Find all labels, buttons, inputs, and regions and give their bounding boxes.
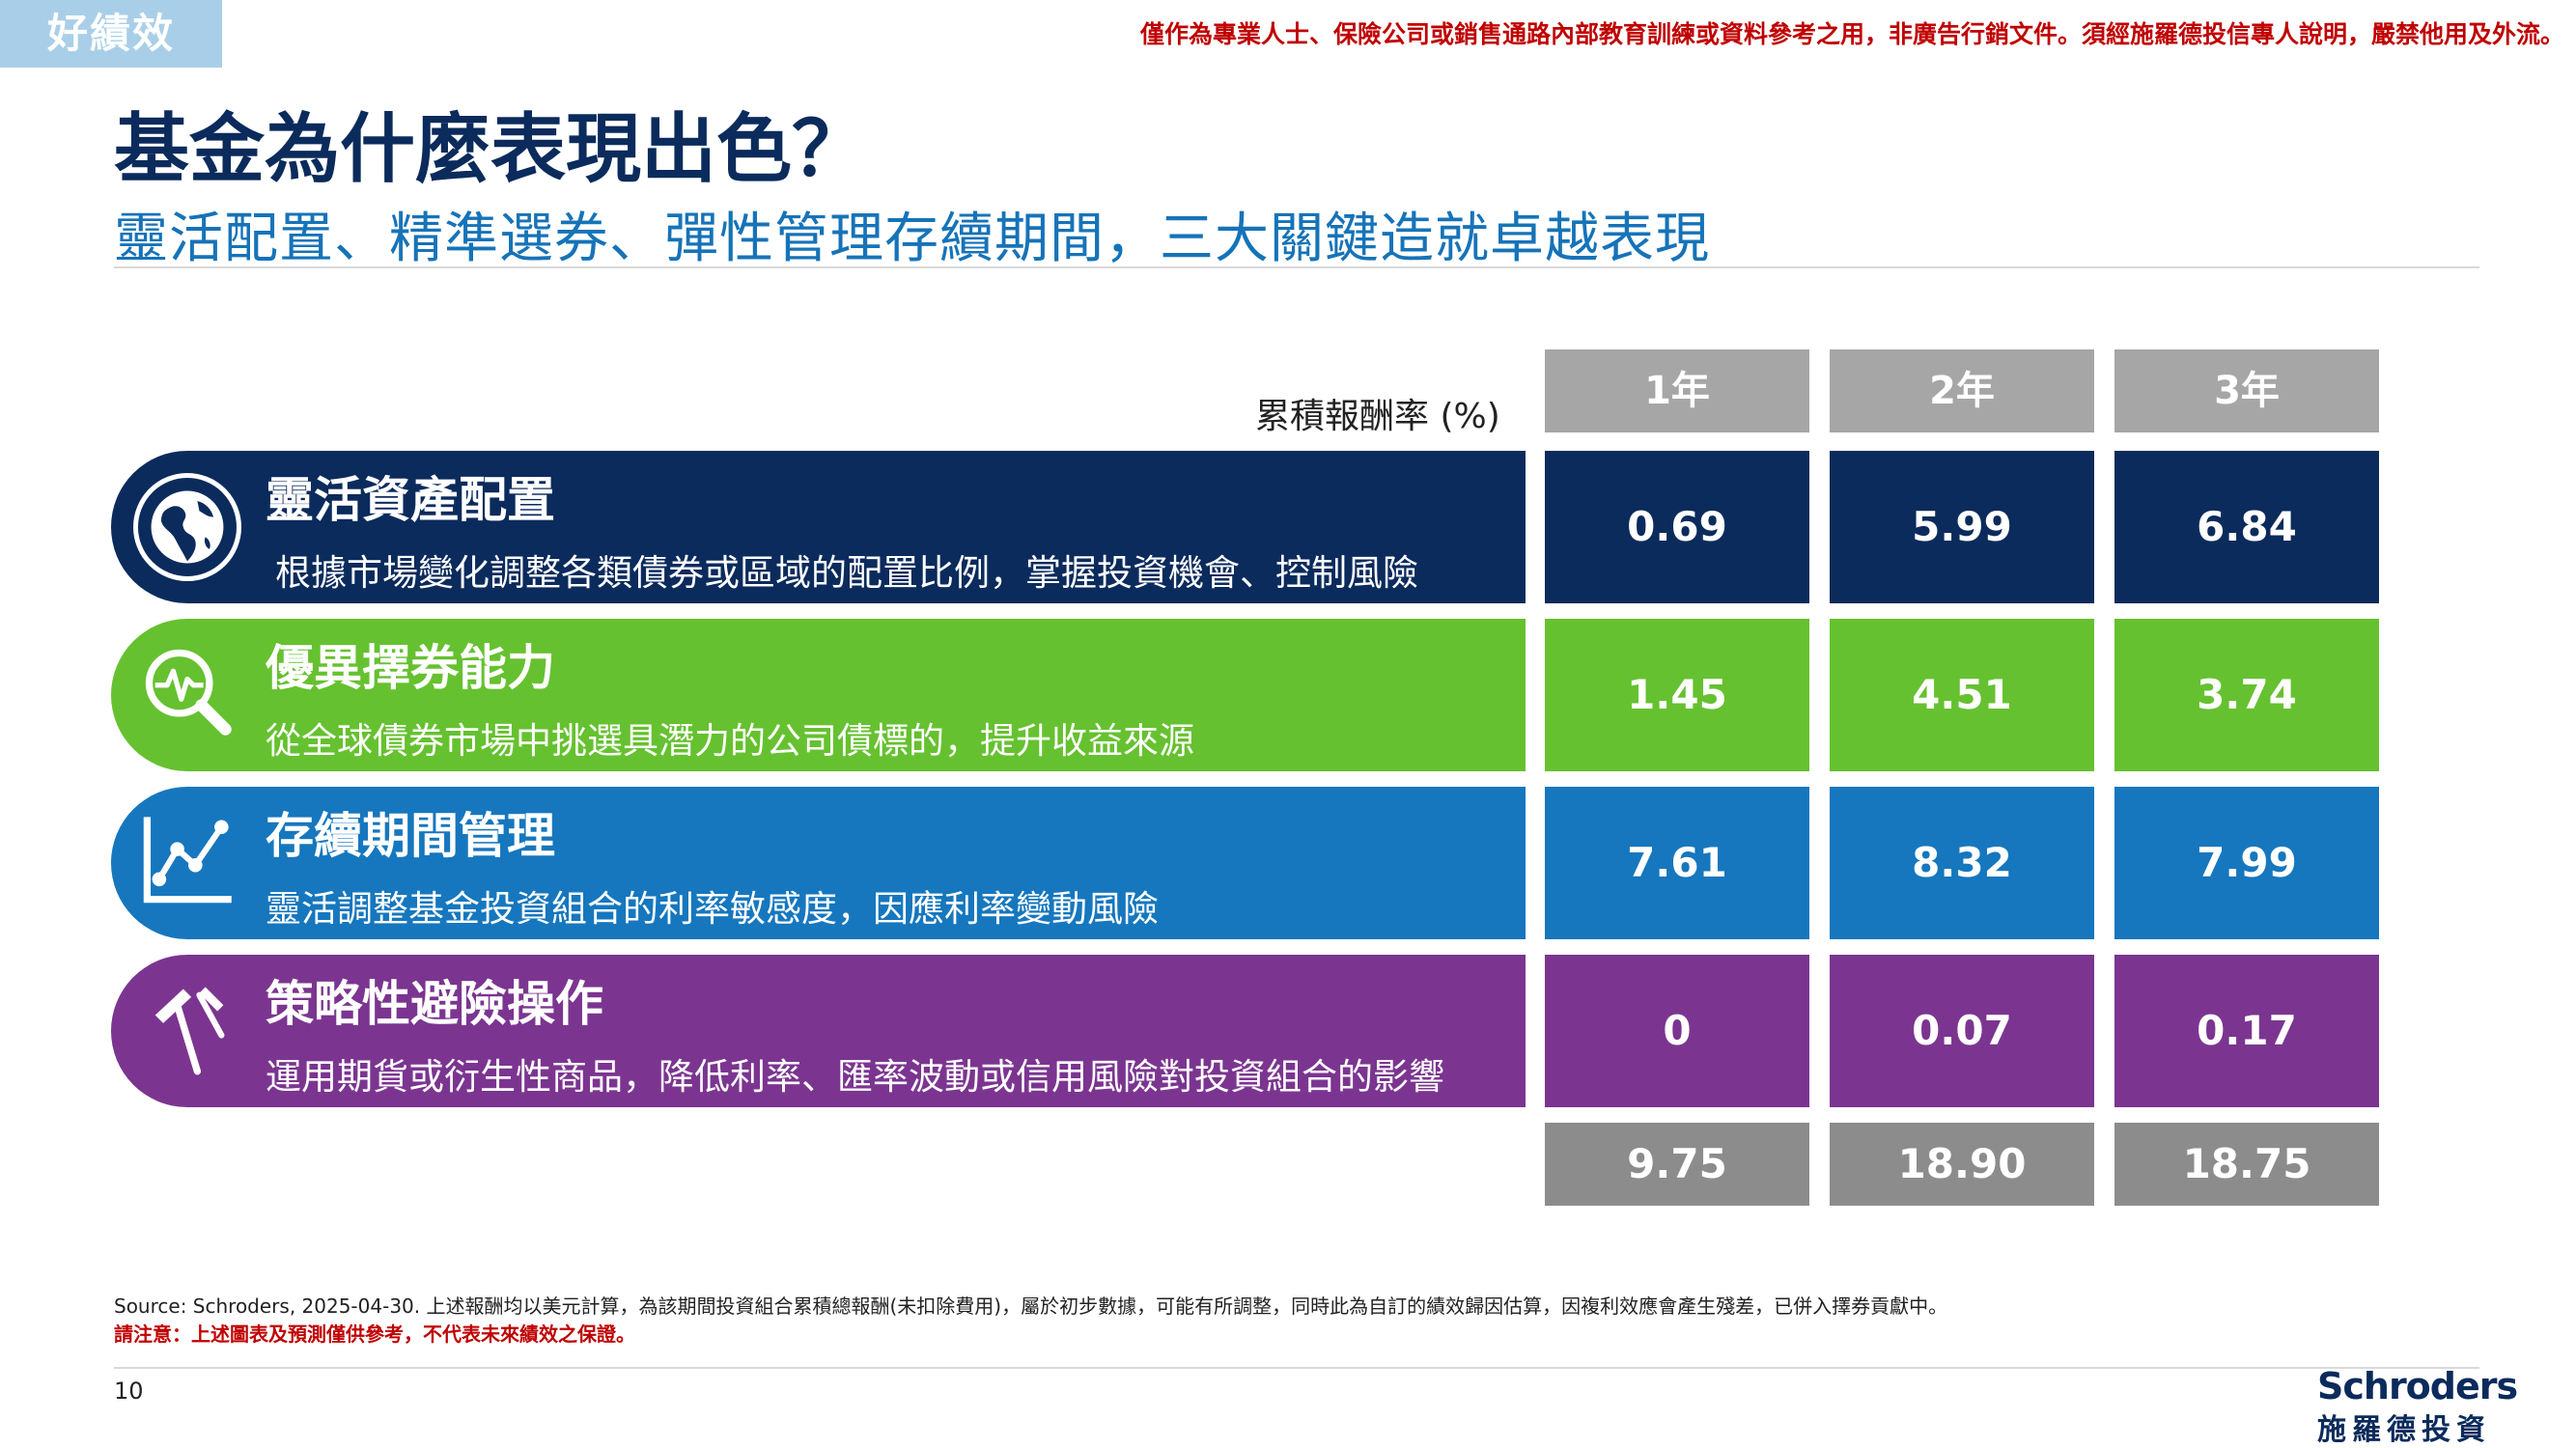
source-note: Source: Schroders, 2025-04-30. 上述報酬均以美元計… bbox=[114, 1295, 1948, 1318]
magnifier-pulse-icon bbox=[145, 649, 232, 736]
row-band-duration-management bbox=[111, 787, 1526, 939]
category-tag: 好績效 bbox=[0, 0, 222, 68]
cell-hedging-2y: 0.07 bbox=[1830, 955, 2094, 1107]
cell-duration-management-1y: 7.61 bbox=[1545, 787, 1809, 939]
cell-security-selection-3y: 3.74 bbox=[2114, 619, 2379, 771]
total-2y: 18.90 bbox=[1830, 1123, 2094, 1206]
schroders-logo-chinese: 施羅德投資 bbox=[2317, 1413, 2491, 1447]
row-band-hedging bbox=[111, 955, 1526, 1107]
row-desc-duration-management: 靈活調整基金投資組合的利率敏感度，因應利率變動風險 bbox=[266, 888, 1159, 930]
row-desc-security-selection: 從全球債券市場中挑選具潛力的公司債標的，提升收益來源 bbox=[266, 720, 1194, 762]
total-1y: 9.75 bbox=[1545, 1123, 1809, 1206]
page-title: 基金為什麼表現出色？ bbox=[114, 106, 868, 193]
row-desc-hedging: 運用期貨或衍生性商品，降低利率、匯率波動或信用風險對投資組合的影響 bbox=[266, 1056, 1444, 1098]
cell-asset-allocation-3y: 6.84 bbox=[2114, 451, 2379, 603]
cell-hedging-3y: 0.17 bbox=[2114, 955, 2379, 1107]
disclaimer-text: 僅作為專業人士、保險公司或銷售通路內部教育訓練或資料參考之用，非廣告行銷文件。須… bbox=[1139, 20, 2564, 48]
row-title-hedging: 策略性避險操作 bbox=[266, 976, 603, 1032]
row-title-security-selection: 優異擇券能力 bbox=[266, 640, 555, 696]
row-desc-asset-allocation: 根據市場變化調整各類債券或區域的配置比例，掌握投資機會、控制風險 bbox=[275, 552, 1418, 594]
line-chart-icon bbox=[143, 817, 232, 904]
cell-duration-management-3y: 7.99 bbox=[2114, 787, 2379, 939]
warning-note: 請注意：上述圖表及預測僅供參考，不代表未來績效之保證。 bbox=[114, 1323, 635, 1346]
cell-security-selection-2y: 4.51 bbox=[1830, 619, 2094, 771]
total-3y: 18.75 bbox=[2114, 1123, 2379, 1206]
cell-asset-allocation-1y: 0.69 bbox=[1545, 451, 1809, 603]
hammer-icon bbox=[154, 987, 225, 1075]
globe-icon bbox=[151, 490, 224, 564]
row-title-duration-management: 存續期間管理 bbox=[266, 808, 555, 864]
column-header-3y: 3年 bbox=[2114, 349, 2379, 432]
cell-hedging-1y: 0 bbox=[1545, 955, 1809, 1107]
row-band-security-selection bbox=[111, 619, 1526, 771]
column-header-2y: 2年 bbox=[1830, 349, 2094, 432]
footer-divider bbox=[114, 1367, 2479, 1369]
cell-asset-allocation-2y: 5.99 bbox=[1830, 451, 2094, 603]
page-number: 10 bbox=[114, 1378, 144, 1405]
page-subtitle: 靈活配置、精準選券、彈性管理存續期間，三大關鍵造就卓越表現 bbox=[114, 208, 1710, 270]
column-header-1y: 1年 bbox=[1545, 349, 1809, 432]
schroders-logo: Schroders bbox=[2317, 1365, 2518, 1407]
cell-security-selection-1y: 1.45 bbox=[1545, 619, 1809, 771]
row-title-asset-allocation: 靈活資產配置 bbox=[266, 472, 555, 528]
column-group-label: 累積報酬率 (%) bbox=[1255, 397, 1500, 436]
cell-duration-management-2y: 8.32 bbox=[1830, 787, 2094, 939]
title-divider bbox=[114, 266, 2479, 268]
row-band-asset-allocation bbox=[111, 451, 1526, 603]
